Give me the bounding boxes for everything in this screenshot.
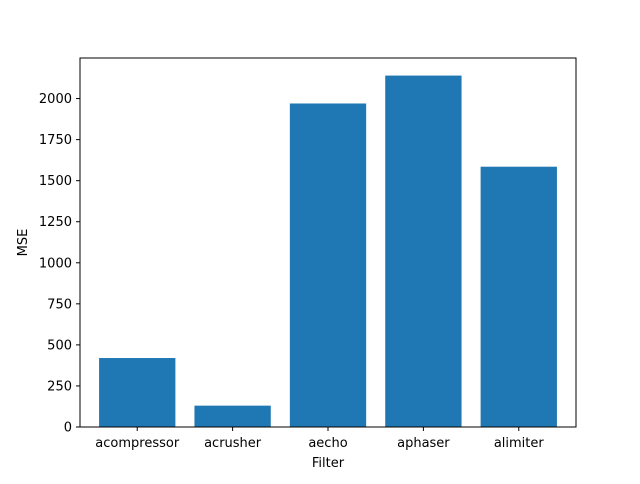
y-tick-label: 250 <box>47 379 72 394</box>
bar-acompressor <box>99 358 176 427</box>
y-tick-label: 2000 <box>39 92 72 107</box>
x-axis-label: Filter <box>312 456 345 471</box>
x-tick-label: acompressor <box>95 436 180 451</box>
x-tick-label: aecho <box>308 436 347 451</box>
y-tick-label: 1500 <box>39 174 72 189</box>
y-tick-label: 1750 <box>39 133 72 148</box>
y-tick-label: 1000 <box>39 256 72 271</box>
bars-layer <box>99 75 557 428</box>
x-tick-label: alimiter <box>494 436 545 451</box>
x-axis-ticks: acompressor acrusher aecho aphaser alimiter <box>95 427 544 451</box>
x-tick-label: aphaser <box>397 436 450 451</box>
y-tick-label: 1250 <box>39 215 72 230</box>
bar-alimiter <box>480 166 557 427</box>
x-tick-label: acrusher <box>204 436 262 451</box>
bar-aecho <box>289 103 367 428</box>
y-axis-ticks: 0 250 500 750 1000 1250 1500 1750 2000 <box>39 92 80 436</box>
y-axis-label: MSE <box>16 229 31 257</box>
y-tick-label: 750 <box>47 297 72 312</box>
bar-aphaser <box>385 75 462 427</box>
bar-acrusher <box>194 405 271 427</box>
y-tick-label: 0 <box>64 421 72 436</box>
y-tick-label: 500 <box>47 338 72 353</box>
